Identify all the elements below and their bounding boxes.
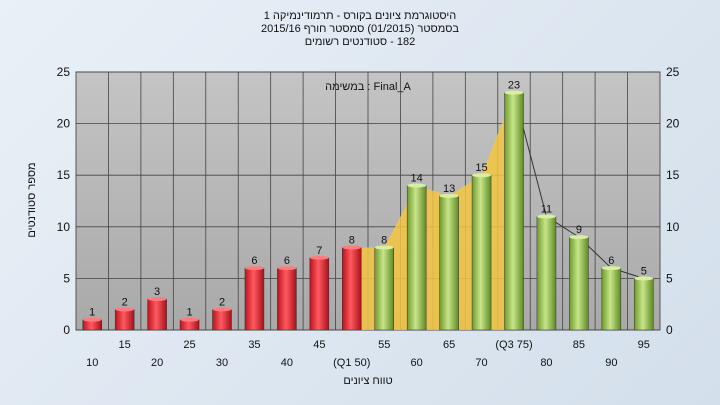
y-tick-label-right: 10 — [666, 220, 680, 234]
bar-40 — [277, 267, 297, 331]
bar-60 — [406, 185, 427, 331]
bar-top — [569, 235, 589, 240]
data-label: 8 — [349, 234, 355, 246]
y-tick-label-left: 0 — [63, 323, 70, 337]
x-tick-label: 15 — [119, 339, 131, 351]
y-axis-title: מספר סטודנטים — [26, 162, 38, 237]
data-label: 7 — [316, 245, 322, 257]
y-tick-label-left: 15 — [57, 168, 71, 182]
bar-top — [212, 307, 232, 312]
x-tick-label: 45 — [313, 339, 325, 351]
y-tick-label-right: 0 — [666, 323, 673, 337]
data-label: 6 — [251, 255, 257, 267]
data-label: 15 — [475, 162, 487, 174]
x-tick-label: 80 — [540, 357, 552, 369]
chart-title-line-3: 182 - סטודנטים רשומים — [304, 36, 416, 48]
x-tick-label: 85 — [573, 339, 585, 351]
y-axis-left: 0 5 10 15 20 25 — [57, 65, 71, 337]
bar-top — [439, 193, 459, 198]
x-tick-label: 55 — [378, 339, 390, 351]
bar-65 — [439, 195, 459, 331]
data-label: 1 — [89, 307, 95, 319]
bar-top — [504, 90, 524, 95]
x-tick-label: (Q3 75) — [495, 339, 532, 351]
bar-45 — [309, 257, 330, 331]
x-tick-label: 65 — [443, 339, 455, 351]
x-tick-label: (Q1 50) — [333, 357, 370, 369]
bar-top — [244, 266, 264, 271]
bar-15 — [114, 309, 135, 331]
data-label: 9 — [576, 224, 582, 236]
y-tick-label-left: 20 — [57, 117, 71, 131]
bar-top — [82, 317, 102, 322]
bar-top — [147, 297, 167, 302]
bar-top — [115, 307, 135, 312]
x-tick-label: 20 — [151, 357, 163, 369]
y-axis-right: 0 5 10 15 20 25 — [666, 65, 680, 337]
bar-top — [309, 255, 329, 260]
bar-35 — [244, 267, 265, 331]
data-label: 23 — [508, 80, 520, 92]
chart-title-line-2: בסמסטר (01/2015) סמסטר חורף 2015/16 — [260, 23, 460, 35]
data-label: 6 — [284, 255, 290, 267]
bar-70 — [471, 174, 492, 331]
bar-top — [374, 245, 394, 250]
bars-group — [82, 90, 654, 331]
chart-title-block: היסטוגרמת ציונים בקורס - תרמודינמיקה 1 ב… — [0, 10, 720, 49]
y-tick-label-left: 10 — [57, 220, 71, 234]
x-tick-label: 10 — [86, 357, 98, 369]
data-label: 13 — [443, 183, 455, 195]
bar-95 — [634, 278, 654, 331]
bar-top — [277, 266, 297, 271]
x-tick-label: 30 — [216, 357, 228, 369]
x-tick-label: 40 — [281, 357, 293, 369]
bar-55 — [374, 247, 394, 331]
data-label: 2 — [219, 296, 225, 308]
bar-top — [634, 276, 654, 281]
data-label: 6 — [608, 255, 614, 267]
y-tick-label-right: 25 — [666, 65, 680, 79]
x-tick-label: 70 — [475, 357, 487, 369]
bar-top — [472, 173, 492, 178]
x-tick-label: 35 — [248, 339, 260, 351]
bar-(Q1 50) — [342, 247, 362, 331]
y-tick-label-left: 5 — [63, 271, 70, 285]
data-label: 14 — [411, 173, 423, 185]
chart-title-line-1: היסטוגרמת ציונים בקורס - תרמודינמיקה 1 — [263, 10, 457, 22]
data-label: 8 — [381, 234, 387, 246]
bar-top — [601, 266, 621, 271]
x-tick-label: 60 — [411, 357, 423, 369]
x-tick-label: 25 — [183, 339, 195, 351]
chart-annotation: במשימה : Final_A — [325, 81, 411, 93]
y-tick-label-right: 5 — [666, 271, 673, 285]
y-tick-label-right: 20 — [666, 117, 680, 131]
data-label: 2 — [122, 296, 128, 308]
bar-90 — [601, 267, 622, 331]
bar-20 — [147, 298, 167, 331]
grid-lines — [76, 71, 660, 331]
bar-top — [536, 214, 556, 219]
x-axis-title: טווח ציונים — [343, 375, 392, 387]
bar-top — [342, 245, 362, 250]
x-tick-label: 95 — [638, 339, 650, 351]
y-tick-label-left: 25 — [57, 65, 71, 79]
bar-85 — [569, 236, 589, 331]
bar-80 — [536, 216, 557, 331]
data-label: 5 — [641, 265, 647, 277]
bar-(Q3 75) — [504, 92, 524, 331]
data-label: 3 — [154, 286, 160, 298]
bar-top — [407, 183, 427, 188]
y-tick-label-right: 15 — [666, 168, 680, 182]
bar-30 — [212, 309, 232, 331]
data-label: 11 — [541, 203, 552, 215]
x-axis: 10 15 20 25 30 35 40 45 (Q1 50) 55 60 65 70 (Q3 75) 80… — [86, 339, 650, 369]
x-tick-label: 90 — [605, 357, 617, 369]
bar-top — [180, 317, 200, 322]
data-label: 1 — [186, 307, 192, 319]
